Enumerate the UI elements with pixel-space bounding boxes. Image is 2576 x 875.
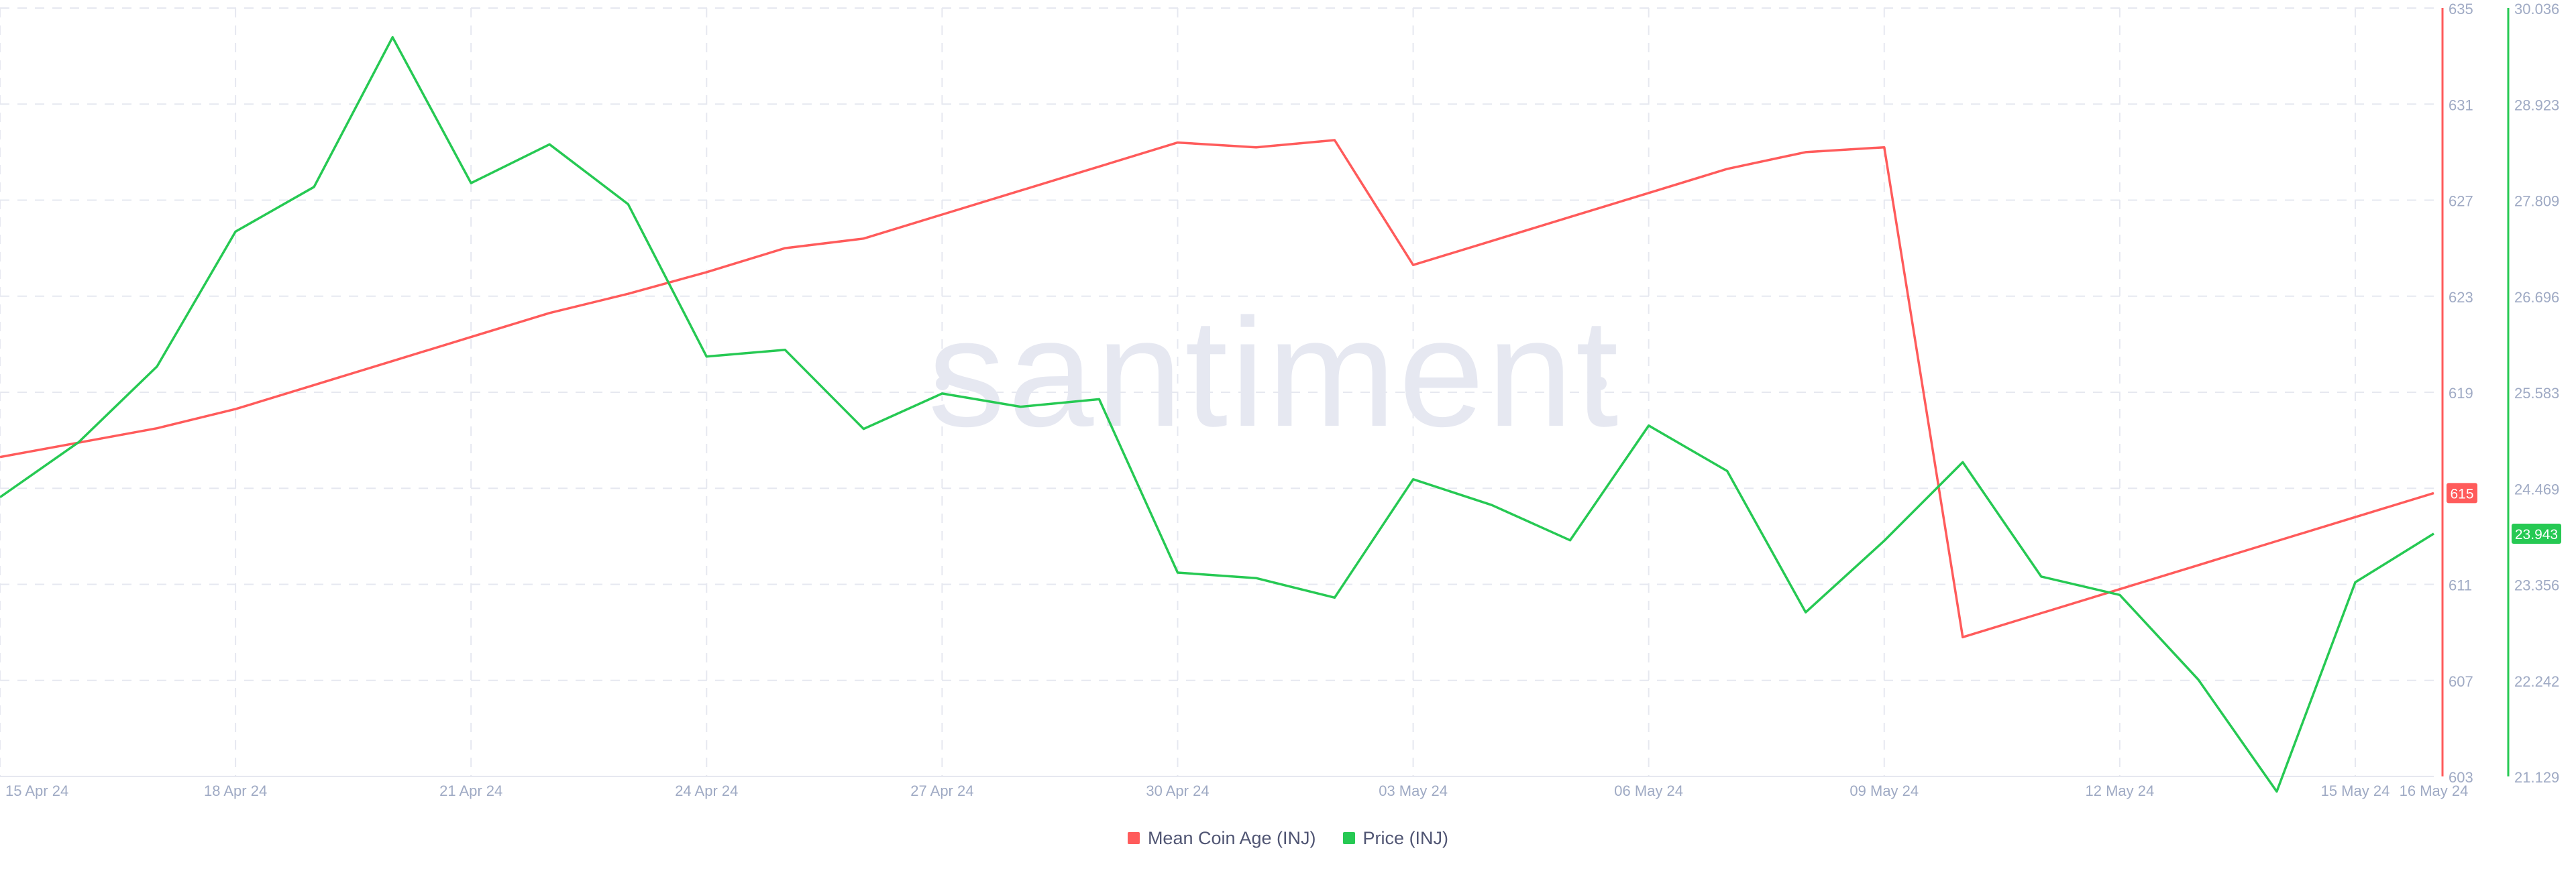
x-tick-label: 30 Apr 24 (1146, 782, 1209, 799)
x-tick-label: 09 May 24 (1849, 782, 1919, 799)
series-line-mean-coin-age (0, 139, 2434, 639)
legend-item-price[interactable]: Price (INJ) (1342, 827, 1449, 849)
x-tick-label: 27 Apr 24 (910, 782, 973, 799)
last-value-badge (2447, 483, 2477, 504)
legend-label-mean-coin-age: Mean Coin Age (INJ) (1147, 827, 1316, 848)
x-tick-label: 15 Apr 24 (5, 782, 68, 799)
y-left-tick-label: 607 (2449, 673, 2473, 690)
y-right-tick-label: 25.583 (2514, 385, 2559, 402)
x-tick-label: 06 May 24 (1614, 782, 1683, 799)
watermark-dot-left (936, 377, 949, 390)
x-tick-label: 15 May 24 (2321, 782, 2390, 799)
x-tick-label: 03 May 24 (1379, 782, 1448, 799)
x-tick-label: 16 May 24 (2400, 782, 2469, 799)
series-line-price (0, 36, 2434, 793)
y-left-tick-label: 631 (2449, 97, 2473, 113)
legend-swatch-mean-coin-age (1127, 832, 1140, 844)
watermark-dot-right (1593, 377, 1607, 390)
y-right-tick-label: 26.696 (2514, 289, 2559, 306)
last-value-label: 615 (2450, 486, 2473, 502)
y-left-tick-label: 635 (2449, 1, 2473, 17)
labels-layer: 635 30.036 631 28.923 627 27.809 623 26.696 619 2… (5, 1, 2561, 799)
legend-item-mean-coin-age[interactable]: Mean Coin Age (INJ) (1127, 827, 1316, 849)
chart-legend: Mean Coin Age (INJ) Price (INJ) (0, 825, 2576, 852)
y-left-tick-label: 623 (2449, 289, 2473, 306)
axes-layer (0, 8, 2510, 777)
y-right-tick-label: 24.469 (2514, 481, 2559, 498)
x-tick-label: 12 May 24 (2086, 782, 2155, 799)
y-right-tick-label: 23.356 (2514, 577, 2559, 594)
y-left-tick-label: 611 (2449, 577, 2472, 594)
x-tick-label: 24 Apr 24 (675, 782, 738, 799)
last-value-badge (2512, 523, 2561, 544)
legend-label-price: Price (INJ) (1362, 827, 1449, 848)
y-right-tick-label: 30.036 (2514, 1, 2559, 17)
y-right-tick-label: 28.923 (2514, 97, 2559, 113)
y-left-tick-label: 603 (2449, 769, 2473, 786)
y-left-tick-label: 627 (2449, 193, 2473, 210)
x-tick-label: 18 Apr 24 (204, 782, 267, 799)
x-tick-label: 21 Apr 24 (439, 782, 502, 799)
legend-swatch-price (1342, 832, 1355, 844)
y-right-tick-label: 27.809 (2514, 193, 2559, 210)
y-right-tick-label: 22.242 (2514, 673, 2559, 690)
y-right-tick-label: 21.129 (2514, 769, 2559, 786)
y-left-tick-label: 619 (2449, 385, 2473, 402)
last-value-label: 23.943 (2515, 527, 2558, 542)
watermark-santiment: santiment (928, 286, 1621, 459)
series-layer (0, 36, 2434, 793)
